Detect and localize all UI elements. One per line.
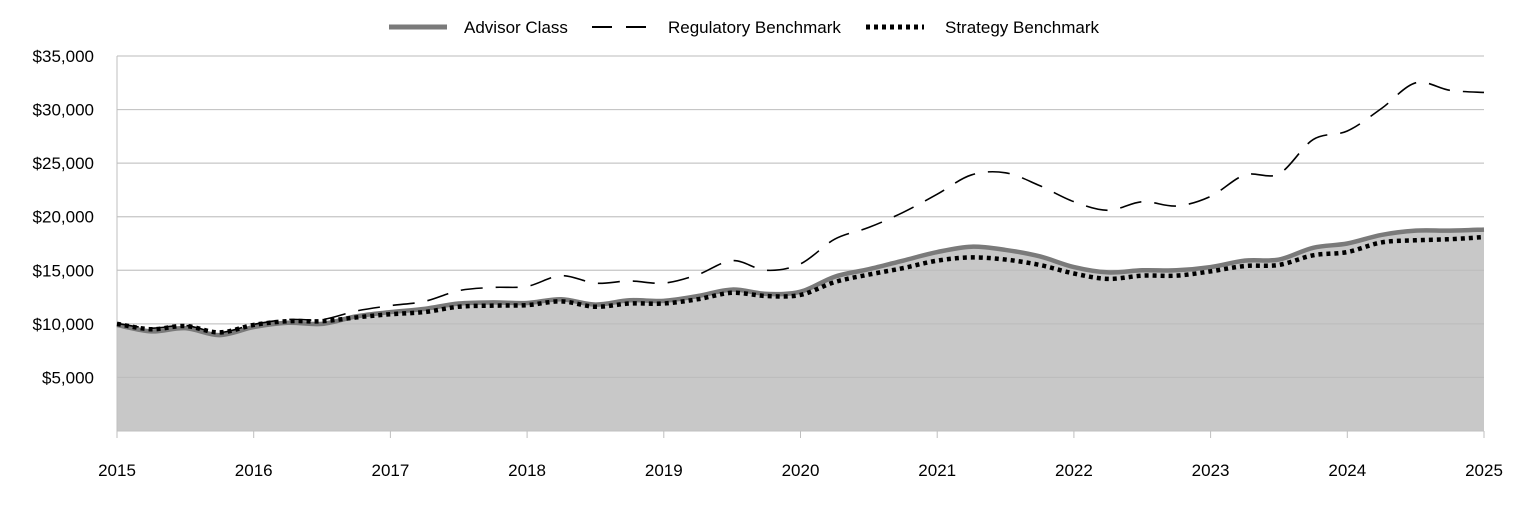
series-line-advisor-class [116, 227, 1485, 338]
x-tick-label: 2024 [1328, 461, 1366, 480]
legend-label-regulatory-benchmark: Regulatory Benchmark [668, 18, 841, 37]
y-tick-label: $10,000 [33, 315, 94, 334]
y-tick-label: $15,000 [33, 261, 94, 280]
x-tick-label: 2015 [98, 461, 136, 480]
x-tick-label: 2021 [918, 461, 956, 480]
axes [116, 56, 1485, 438]
y-tick-label: $35,000 [33, 47, 94, 66]
series-line-regulatory-benchmark [116, 81, 1485, 334]
x-tick-label: 2019 [645, 461, 683, 480]
series-line-strategy-benchmark [116, 234, 1485, 335]
x-tick-label: 2022 [1055, 461, 1093, 480]
x-tick-label: 2017 [371, 461, 409, 480]
y-axis-labels: $5,000 $10,000 $15,000 $20,000 $25,000 $30,00… [33, 47, 94, 387]
x-tick-label: 2023 [1192, 461, 1230, 480]
y-tick-label: $20,000 [33, 208, 94, 227]
area-advisor-class [117, 229, 1484, 431]
y-tick-label: $5,000 [42, 368, 94, 387]
series-lines [116, 81, 1485, 338]
x-tick-label: 2020 [782, 461, 820, 480]
x-axis-labels: 2015 2016 2017 2018 2019 2020 2021 2022 2023 2024… [98, 461, 1503, 480]
y-tick-label: $25,000 [33, 154, 94, 173]
x-tick-label: 2016 [235, 461, 273, 480]
legend-label-strategy-benchmark: Strategy Benchmark [945, 18, 1100, 37]
x-tick-label: 2025 [1465, 461, 1503, 480]
legend: Advisor Class Regulatory Benchmark Strat… [389, 18, 1100, 37]
y-tick-label: $30,000 [33, 101, 94, 120]
legend-label-advisor-class: Advisor Class [464, 18, 568, 37]
area-layer [117, 55, 1484, 431]
x-tick-label: 2018 [508, 461, 546, 480]
